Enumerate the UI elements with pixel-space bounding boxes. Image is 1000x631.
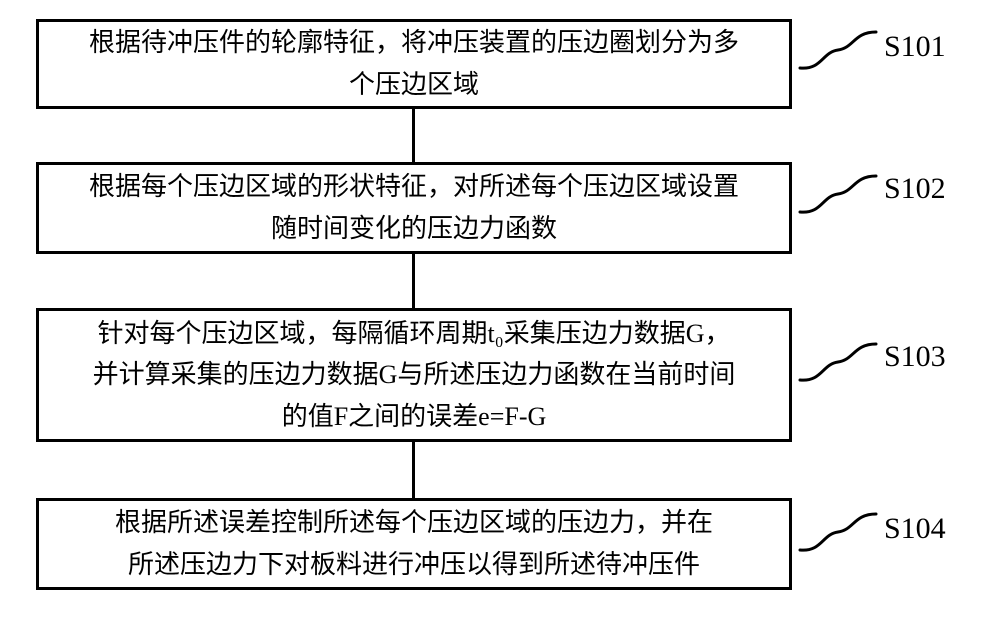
brace-s104 bbox=[798, 510, 878, 554]
step-text-s101: 根据待冲压件的轮廓特征，将冲压装置的压边圈划分为多 个压边区域 bbox=[89, 22, 739, 105]
step-label-s101: S101 bbox=[884, 30, 946, 64]
connector-s101-s102 bbox=[412, 109, 415, 162]
step-box-s103: 针对每个压边区域，每隔循环周期t₀采集压边力数据G， 并计算采集的压边力数据G与… bbox=[36, 308, 792, 442]
step-text-s104: 根据所述误差控制所述每个压边区域的压边力，并在 所述压边力下对板料进行冲压以得到… bbox=[115, 502, 713, 585]
brace-s101 bbox=[798, 28, 878, 72]
step-box-s101: 根据待冲压件的轮廓特征，将冲压装置的压边圈划分为多 个压边区域 bbox=[36, 19, 792, 109]
step-label-s104: S104 bbox=[884, 512, 946, 546]
step-label-s103: S103 bbox=[884, 340, 946, 374]
brace-s103 bbox=[798, 340, 878, 384]
brace-s102 bbox=[798, 172, 878, 216]
step-text-s102: 根据每个压边区域的形状特征，对所述每个压边区域设置 随时间变化的压边力函数 bbox=[89, 166, 739, 249]
connector-s103-s104 bbox=[412, 442, 415, 498]
connector-s102-s103 bbox=[412, 254, 415, 308]
step-text-s103: 针对每个压边区域，每隔循环周期t₀采集压边力数据G， 并计算采集的压边力数据G与… bbox=[93, 313, 736, 438]
step-box-s102: 根据每个压边区域的形状特征，对所述每个压边区域设置 随时间变化的压边力函数 bbox=[36, 162, 792, 254]
step-box-s104: 根据所述误差控制所述每个压边区域的压边力，并在 所述压边力下对板料进行冲压以得到… bbox=[36, 498, 792, 590]
flowchart-canvas: 根据待冲压件的轮廓特征，将冲压装置的压边圈划分为多 个压边区域 S101 根据每个压… bbox=[0, 0, 1000, 631]
step-label-s102: S102 bbox=[884, 172, 946, 206]
